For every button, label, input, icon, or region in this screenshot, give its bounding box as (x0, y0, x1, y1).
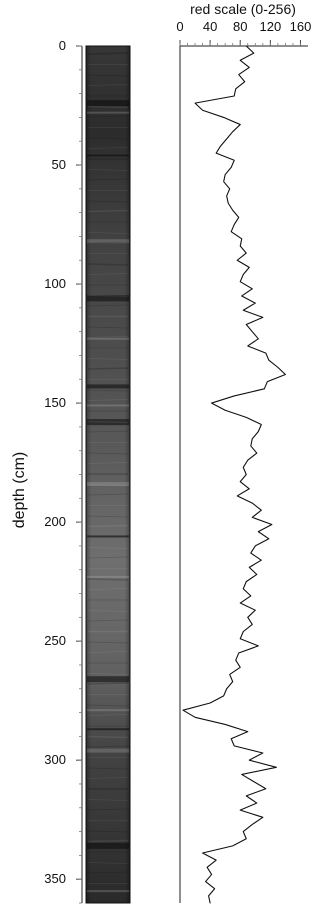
core-band (87, 337, 129, 340)
core-texture-line (87, 767, 129, 770)
core-band (87, 575, 129, 578)
red-scale-tick-label: 40 (203, 19, 217, 34)
core-texture-line (87, 430, 129, 433)
core-texture-line (87, 389, 129, 392)
core-band (87, 535, 129, 538)
red-scale-axis: 0 40 80 120 160 (176, 19, 311, 903)
core-texture-line (87, 610, 129, 612)
core-texture-line (87, 326, 129, 329)
core-band (87, 384, 129, 389)
core-texture-line (87, 704, 129, 707)
core-band (87, 728, 129, 731)
core-texture-line (87, 745, 129, 748)
core-texture-line (87, 556, 129, 559)
core-texture-line (87, 462, 129, 464)
red-scale-tick-label: 160 (290, 19, 312, 34)
core-texture-line (87, 578, 129, 581)
core-image (85, 45, 131, 904)
core-texture-line (87, 232, 129, 234)
core-texture-line (87, 830, 129, 833)
core-texture-line (87, 399, 129, 401)
red-scale-tick-label: 80 (233, 19, 247, 34)
core-texture-line (87, 714, 129, 716)
core-texture-line (87, 295, 129, 297)
core-texture-line (87, 105, 129, 109)
core-texture-line (87, 169, 129, 171)
core-texture-line (87, 735, 129, 739)
core-texture-line (87, 304, 129, 307)
core-texture-line (87, 452, 129, 455)
core-texture-line (87, 367, 129, 370)
core-texture-line (87, 777, 129, 779)
depth-tick-label: 100 (44, 276, 66, 291)
core-texture-line (87, 682, 129, 685)
core-texture-line (87, 52, 129, 55)
core-texture-line (87, 515, 129, 518)
core-texture-line (87, 673, 129, 675)
depth-axis: 0 50 100 150 200 250 300 350 (44, 38, 83, 904)
core-texture-line (87, 147, 129, 149)
core-band (87, 154, 129, 157)
core-texture-line (87, 178, 129, 181)
core-band (87, 748, 129, 753)
core-band (87, 709, 129, 712)
x-axis-title: red scale (0-256) (190, 1, 296, 17)
core-texture-line (87, 420, 129, 424)
core-texture-line (87, 871, 129, 874)
core-texture-line (87, 619, 129, 622)
core-texture-line (87, 641, 129, 644)
core-texture-line (87, 84, 129, 86)
depth-tick-label: 0 (59, 38, 66, 53)
depth-tick-label: 150 (44, 395, 66, 410)
core-band (87, 404, 129, 407)
y-axis-title: depth (cm) (11, 452, 28, 528)
core-texture-line (87, 493, 129, 496)
depth-tick-label: 350 (44, 871, 66, 886)
red-scale-line (182, 45, 286, 904)
red-scale-tick-label: 0 (176, 19, 183, 34)
core-band (87, 890, 129, 893)
core-band (87, 419, 129, 426)
core-texture-line (87, 115, 129, 118)
core-photo-shading (86, 46, 130, 903)
core-band (87, 111, 129, 114)
core-band (87, 676, 129, 683)
core-texture-line (87, 336, 129, 338)
core-band (87, 100, 129, 107)
core-texture-line (87, 241, 129, 244)
core-texture-line (87, 263, 129, 266)
core-texture-line (87, 200, 129, 203)
red-scale-tick-label: 120 (260, 19, 282, 34)
core-texture-line (87, 358, 129, 360)
core-texture-line (87, 547, 129, 549)
core-band (87, 842, 129, 849)
core-band (87, 482, 129, 487)
core-texture-line (87, 588, 129, 590)
core-texture-line (87, 839, 129, 843)
core-texture-line (87, 651, 129, 653)
depth-tick-label: 200 (44, 514, 66, 529)
core-texture-line (87, 808, 129, 811)
core-texture-line (87, 209, 129, 213)
depth-tick-label: 50 (52, 157, 66, 172)
depth-tick-label: 250 (44, 633, 66, 648)
core-texture-line (87, 799, 129, 801)
core-texture-line (87, 862, 129, 864)
red-scale-series (182, 45, 286, 904)
core-band (87, 239, 129, 244)
core-texture-line (87, 484, 129, 486)
core-texture-line (87, 524, 129, 528)
core-texture-line (87, 137, 129, 140)
core-texture-line (87, 273, 129, 275)
core-band (87, 295, 129, 302)
depth-tick-label: 300 (44, 752, 66, 767)
core-texture-line (87, 74, 129, 77)
